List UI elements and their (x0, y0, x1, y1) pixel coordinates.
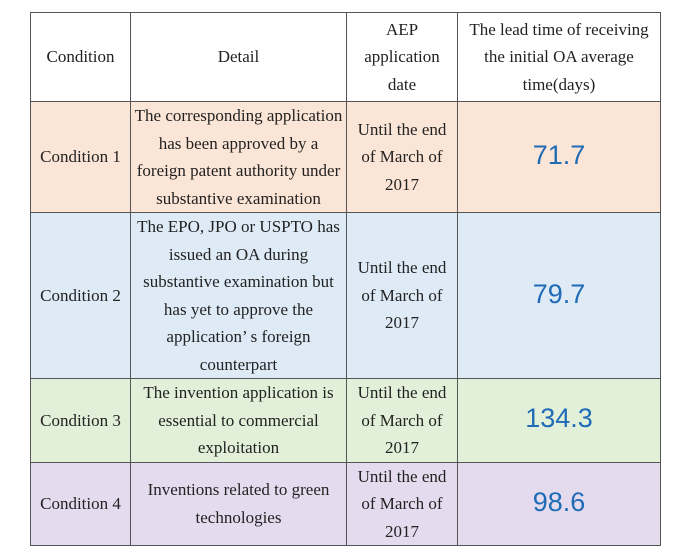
table-row: Condition 2 The EPO, JPO or USPTO has is… (30, 212, 661, 379)
condition-detail: Inventions related to green technologies (130, 461, 347, 546)
table-row: Condition 1 The corresponding applicatio… (30, 101, 661, 213)
condition-detail: The corresponding application has been a… (130, 101, 347, 213)
condition-label: Condition 1 (30, 101, 131, 213)
header-aep-date: AEP application date (346, 12, 458, 102)
header-condition: Condition (30, 12, 131, 102)
aep-conditions-table: Condition Detail AEP application date Th… (30, 12, 661, 546)
condition-detail: The EPO, JPO or USPTO has issued an OA d… (130, 212, 347, 379)
aep-date: Until the end of March of 2017 (346, 212, 458, 379)
aep-date: Until the end of March of 2017 (346, 101, 458, 213)
lead-time-value: 79.7 (532, 278, 586, 309)
lead-time-value: 98.6 (532, 486, 586, 517)
table-row: Condition 3 The invention application is… (30, 378, 661, 463)
header-lead-time: The lead time of receiving the initial O… (457, 12, 661, 102)
condition-label: Condition 4 (30, 461, 131, 546)
aep-date: Until the end of March of 2017 (346, 378, 458, 463)
lead-time-value: 134.3 (525, 403, 593, 434)
table-row: Condition 4 Inventions related to green … (30, 461, 661, 546)
lead-time-value: 71.7 (532, 140, 586, 170)
condition-label: Condition 3 (30, 378, 131, 463)
condition-detail: The invention application is essential t… (130, 378, 347, 463)
header-detail: Detail (130, 12, 347, 102)
header-row: Condition Detail AEP application date Th… (30, 12, 661, 102)
aep-date: Until the end of March of 2017 (346, 461, 458, 546)
condition-label: Condition 2 (30, 212, 131, 379)
